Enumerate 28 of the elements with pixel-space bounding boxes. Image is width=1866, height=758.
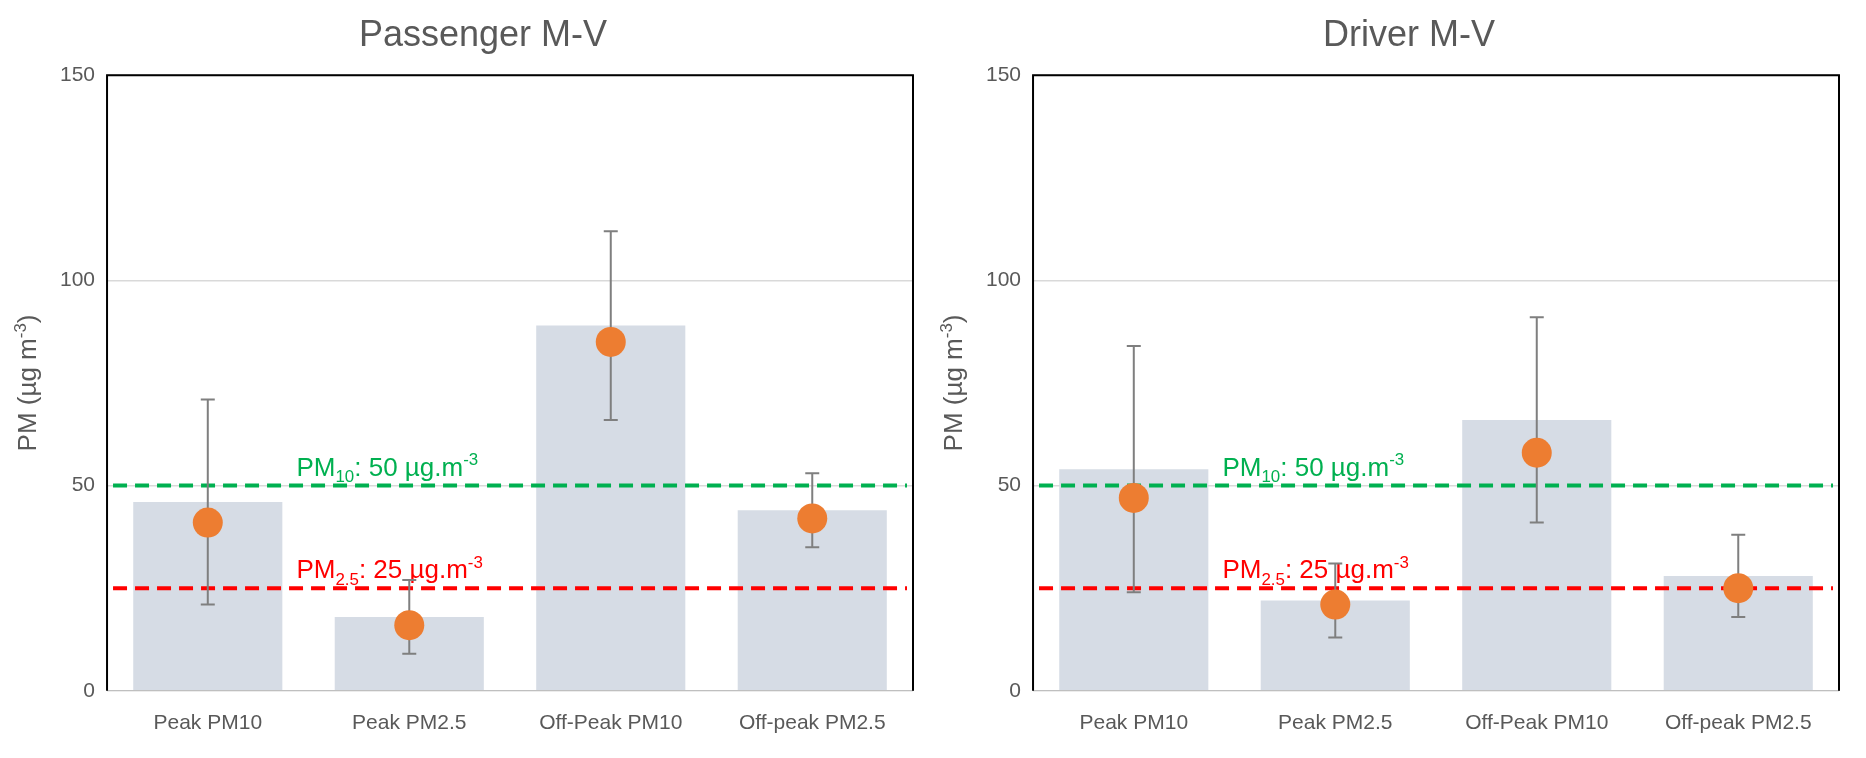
y-tick-label: 50 (997, 472, 1022, 496)
y-axis-title: PM (µg m-3) (936, 314, 968, 452)
y-tick-label: 100 (985, 267, 1022, 291)
x-tick-label: Peak PM2.5 (352, 710, 467, 734)
x-tick-label: Peak PM10 (1079, 710, 1189, 734)
point (797, 503, 828, 534)
y-tick-label: 50 (71, 472, 96, 496)
y-tick-label: 100 (59, 267, 96, 291)
point (1521, 437, 1552, 468)
y-axis-title: PM (µg m-3) (10, 314, 42, 452)
y-tick-label: 150 (985, 62, 1022, 85)
x-tick-label: Peak PM10 (153, 710, 263, 734)
x-tick-label: Off-Peak PM10 (539, 710, 683, 734)
chart-title: Driver M-V (1323, 12, 1495, 54)
point (1723, 573, 1754, 604)
point (1118, 482, 1149, 513)
point (1320, 589, 1351, 620)
chart-title: Passenger M-V (358, 12, 608, 54)
point (595, 326, 626, 357)
point (192, 507, 223, 538)
y-tick-label: 150 (59, 62, 96, 85)
point (394, 610, 425, 641)
y-tick-label: 0 (83, 677, 96, 701)
x-tick-label: Off-Peak PM10 (1465, 710, 1609, 734)
x-tick-label: Peak PM2.5 (1278, 710, 1393, 734)
y-tick-label: 0 (1009, 677, 1022, 701)
x-tick-label: Off-peak PM2.5 (1664, 710, 1812, 734)
x-tick-label: Off-peak PM2.5 (738, 710, 886, 734)
